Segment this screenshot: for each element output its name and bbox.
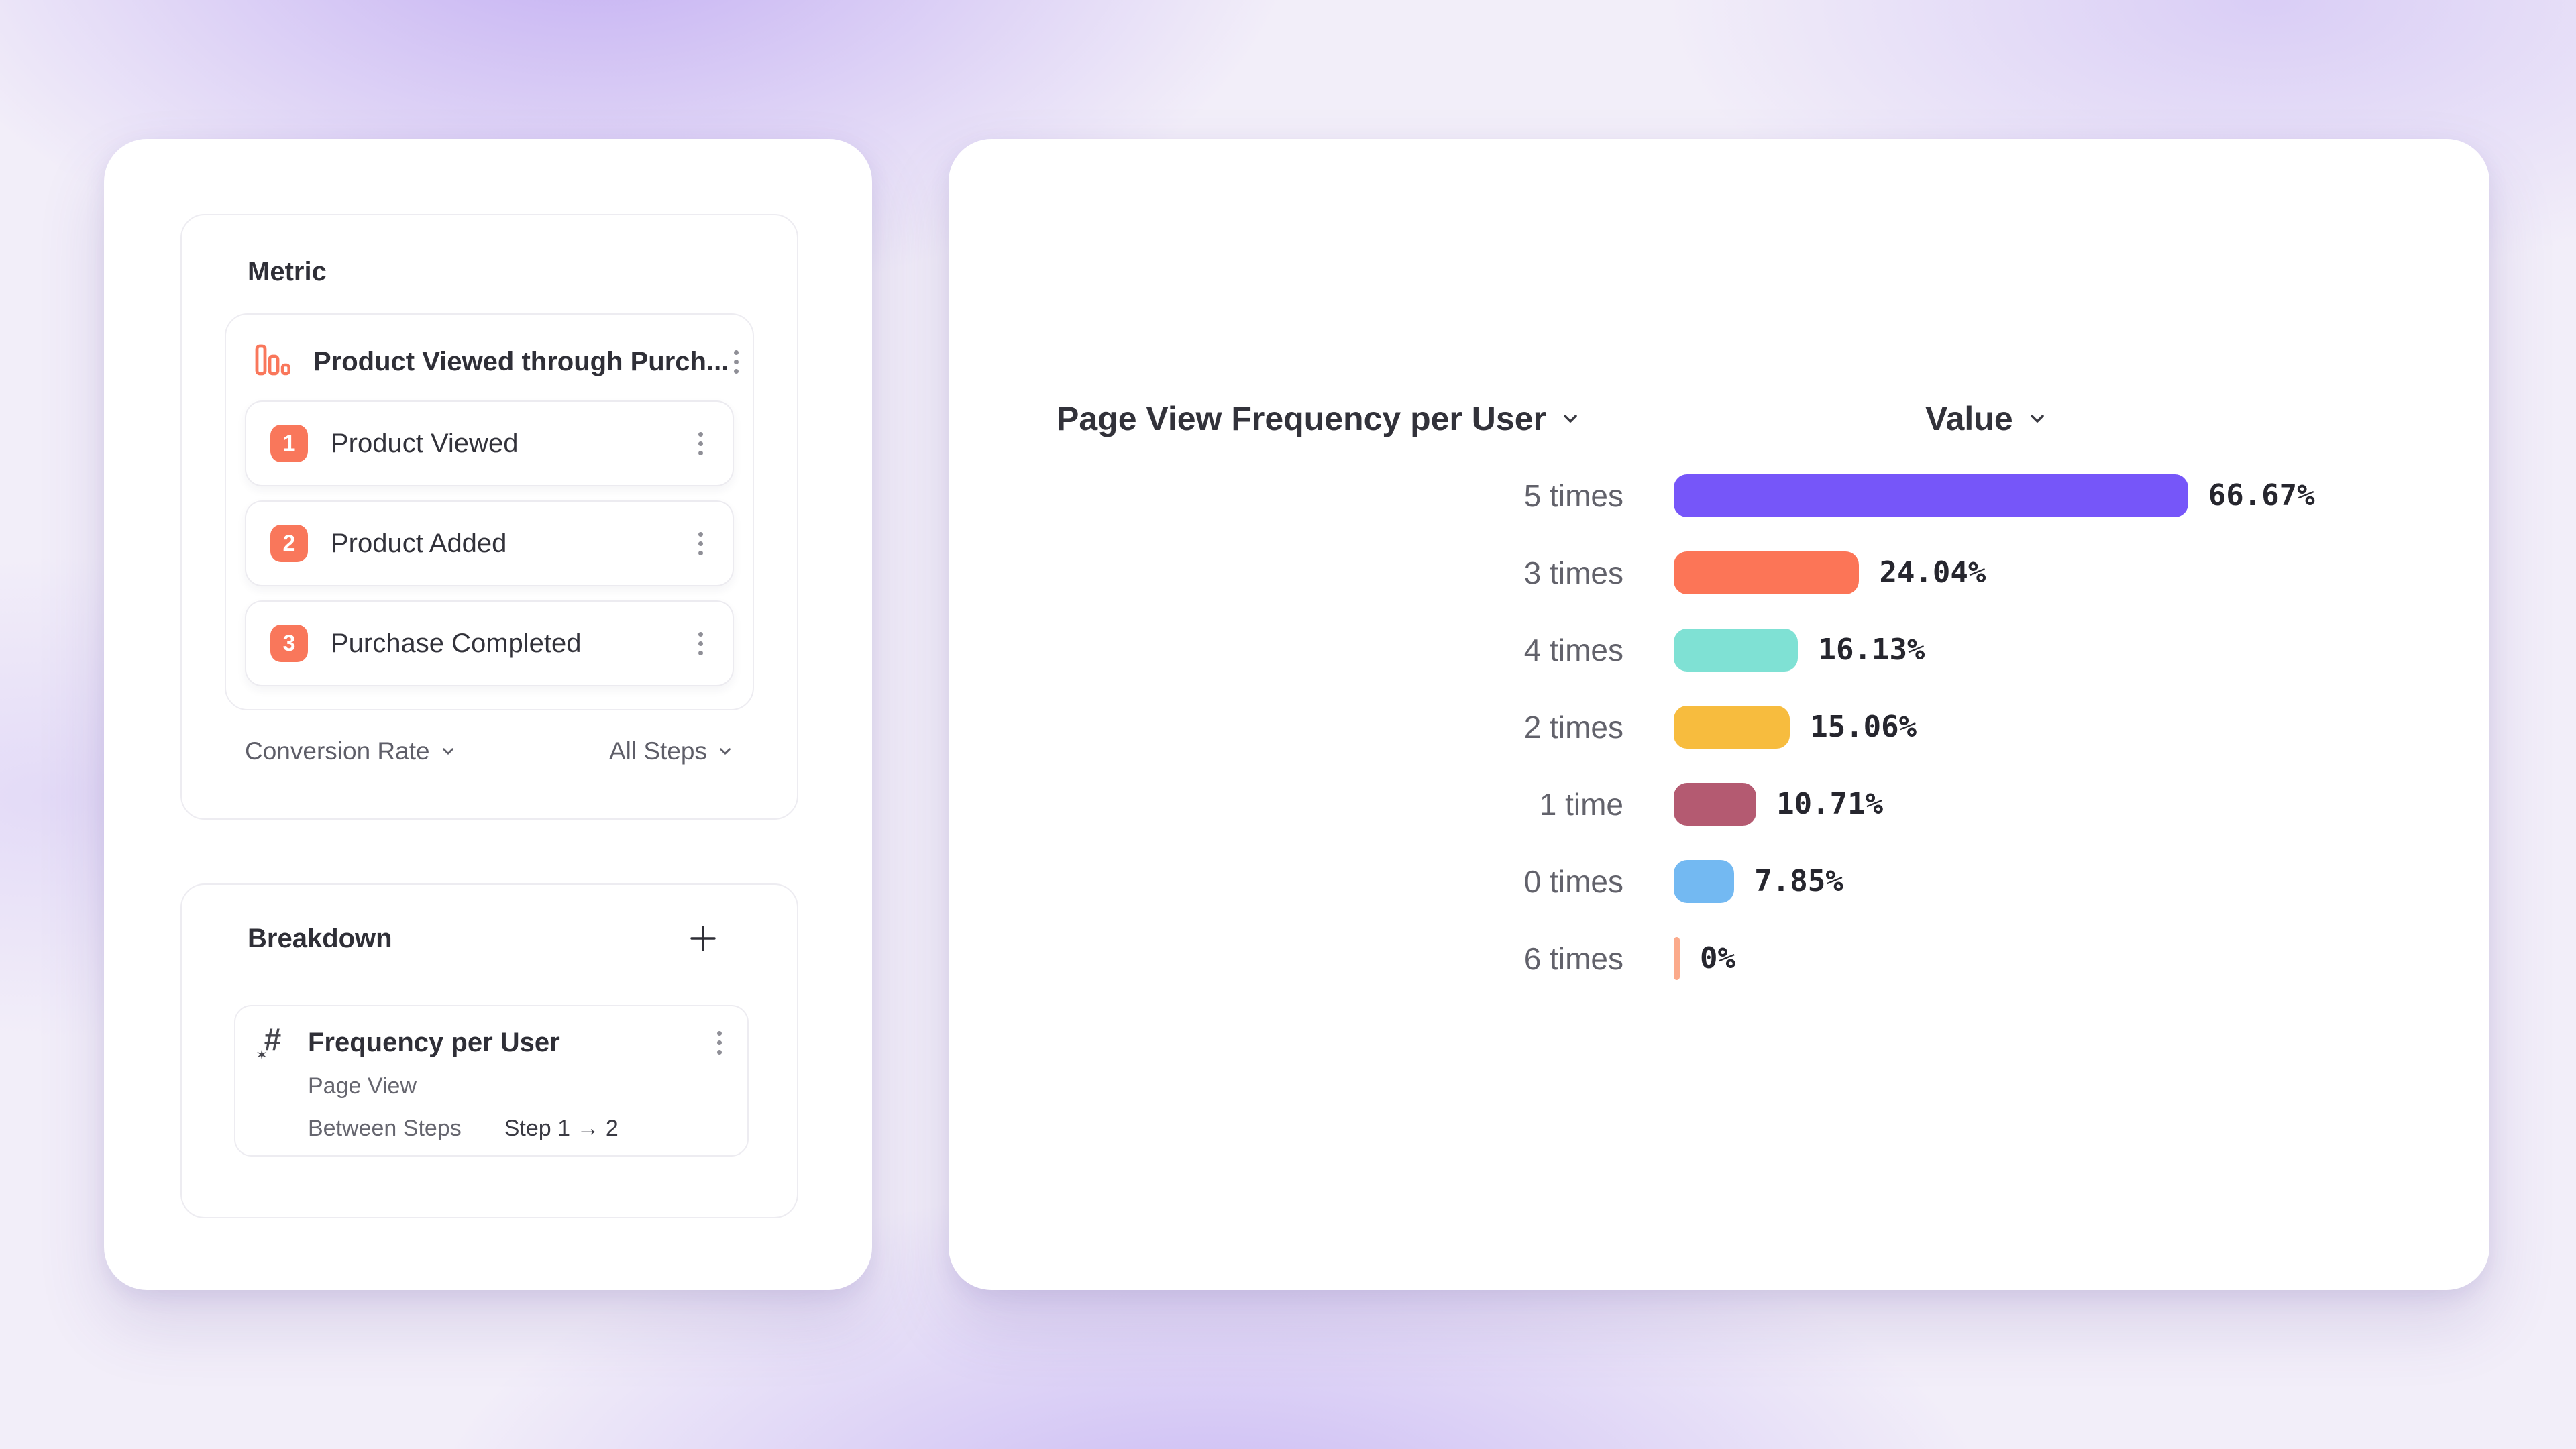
funnel-step-row[interactable]: 1 Product Viewed	[245, 400, 734, 486]
bar[interactable]	[1674, 705, 1790, 749]
all-steps-dropdown[interactable]: All Steps	[609, 737, 734, 765]
conversion-rate-label: Conversion Rate	[245, 737, 430, 765]
category-label: 6 times	[1523, 941, 1623, 976]
query-builder-card: Metric Product Viewed through Purch... 1…	[104, 139, 872, 1290]
kebab-menu-icon[interactable]	[712, 1026, 727, 1060]
breakdown-item-event: Page View	[308, 1073, 417, 1099]
bar[interactable]	[1674, 782, 1757, 826]
chart-row: 5 times 66.67%	[949, 457, 2489, 534]
breakdown-item-title-row: # ✶ Frequency per User	[256, 1022, 727, 1063]
chevron-down-icon	[442, 748, 453, 755]
between-steps-value[interactable]: Step 1 → 2	[504, 1116, 619, 1141]
numeric-property-icon: # ✶	[256, 1022, 281, 1063]
bar-track: 15.06%	[1674, 705, 2445, 749]
step-label: Product Viewed	[331, 428, 519, 458]
category-label: 0 times	[1523, 863, 1623, 899]
chart-value-dropdown[interactable]: Value	[1925, 399, 2048, 438]
chevron-down-icon	[2030, 415, 2044, 423]
chart-row: 6 times 0%	[949, 920, 2489, 997]
category-label: 4 times	[1523, 632, 1623, 667]
bar[interactable]	[1674, 551, 1860, 594]
bar-value-label: 24.04%	[1879, 555, 1986, 590]
breakdown-item-title: Frequency per User	[308, 1027, 560, 1057]
funnel-metric-card: Product Viewed through Purch... 1 Produc…	[225, 313, 754, 710]
chart-row: 2 times 15.06%	[949, 688, 2489, 765]
category-label: 5 times	[1523, 478, 1623, 513]
bar-value-label: 10.71%	[1776, 787, 1884, 821]
bar-chart: 5 times 66.67% 3 times 24.04% 4 times 16…	[949, 457, 2489, 997]
funnel-bars-icon	[253, 341, 290, 382]
bar-track: 7.85%	[1674, 859, 2445, 903]
bar-value-label: 7.85%	[1754, 864, 1843, 898]
bar-track: 66.67%	[1674, 474, 2445, 517]
bar[interactable]	[1674, 628, 1799, 672]
all-steps-label: All Steps	[608, 737, 707, 765]
bar[interactable]	[1674, 936, 1680, 980]
breakdown-title: Breakdown	[248, 923, 392, 953]
category-label: 3 times	[1523, 555, 1623, 590]
chart-row: 3 times 24.04%	[949, 534, 2489, 611]
bar[interactable]	[1674, 474, 2188, 517]
funnel-step-row[interactable]: 3 Purchase Completed	[245, 600, 734, 686]
chevron-down-icon	[720, 748, 731, 755]
bar-track: 0%	[1674, 936, 2445, 980]
bar-value-label: 16.13%	[1818, 633, 1925, 667]
breakdown-item-card[interactable]: # ✶ Frequency per User Page View Between …	[234, 1005, 749, 1157]
bar[interactable]	[1674, 859, 1735, 903]
conversion-rate-dropdown[interactable]: Conversion Rate	[245, 737, 457, 765]
bar-track: 16.13%	[1674, 628, 2445, 672]
metric-footer: Conversion Rate All Steps	[245, 737, 734, 765]
kebab-menu-icon[interactable]	[693, 627, 708, 661]
step-label: Product Added	[331, 528, 507, 558]
funnel-title-row[interactable]: Product Viewed through Purch...	[226, 315, 753, 382]
add-breakdown-button[interactable]	[687, 922, 719, 955]
step-number-badge: 3	[270, 625, 308, 662]
kebab-menu-icon[interactable]	[693, 427, 708, 461]
bar-track: 24.04%	[1674, 551, 2445, 594]
chart-series-label: Page View Frequency per User	[1057, 400, 1546, 437]
between-steps-label: Between Steps	[308, 1116, 462, 1141]
chart-series-dropdown[interactable]: Page View Frequency per User	[1057, 399, 1581, 438]
funnel-title: Product Viewed through Purch...	[313, 346, 729, 376]
bar-value-label: 66.67%	[2208, 478, 2315, 513]
plus-icon	[690, 926, 716, 951]
step-number-badge: 2	[270, 525, 308, 562]
metric-panel-title: Metric	[248, 257, 327, 286]
bar-value-label: 15.06%	[1810, 710, 1917, 744]
chart-row: 0 times 7.85%	[949, 843, 2489, 920]
chart-row: 4 times 16.13%	[949, 611, 2489, 688]
breakdown-between-steps-row: Between Steps Step 1 → 2	[308, 1116, 727, 1142]
metric-panel: Metric Product Viewed through Purch... 1…	[180, 214, 798, 820]
bar-value-label: 0%	[1700, 941, 1735, 975]
chart-value-label: Value	[1925, 400, 2013, 437]
bar-track: 10.71%	[1674, 782, 2445, 826]
chevron-down-icon	[1564, 415, 1577, 423]
kebab-menu-icon[interactable]	[693, 527, 708, 561]
kebab-menu-icon[interactable]	[729, 345, 744, 379]
chart-card: Page View Frequency per User Value 5 tim…	[949, 139, 2489, 1290]
step-label: Purchase Completed	[331, 628, 582, 658]
chart-row: 1 time 10.71%	[949, 765, 2489, 843]
breakdown-header: Breakdown	[248, 922, 719, 955]
breakdown-panel: Breakdown # ✶ Frequency per User Page Vie…	[180, 883, 798, 1218]
category-label: 2 times	[1523, 709, 1623, 745]
funnel-steps-list: 1 Product Viewed 2 Product Added 3 Purch…	[226, 382, 753, 686]
step-number-badge: 1	[270, 425, 308, 462]
funnel-step-row[interactable]: 2 Product Added	[245, 500, 734, 586]
category-label: 1 time	[1539, 786, 1623, 822]
